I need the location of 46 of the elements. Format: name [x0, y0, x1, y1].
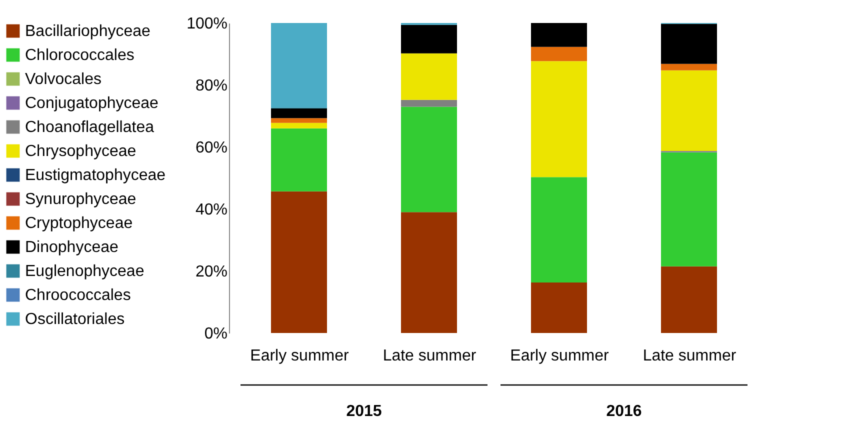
bar: [661, 266, 717, 333]
bar: [531, 61, 587, 178]
y-tick-label: 0%: [204, 326, 228, 342]
bar: [531, 23, 587, 47]
bar: [661, 152, 717, 266]
bar: [401, 100, 457, 107]
legend-label: Chroococcales: [25, 287, 131, 304]
text: 2016: [606, 403, 642, 420]
legend-label: Chlorococcales: [25, 47, 134, 64]
bar: [531, 46, 587, 62]
bar: [661, 70, 717, 152]
y-tick-label: 80%: [195, 78, 228, 94]
legend-label: Volvocales: [25, 71, 102, 88]
y-tick-label: 100%: [186, 16, 228, 32]
legend-label: Choanoflagellatea: [25, 119, 154, 136]
legend-label: Eustigmatophyceae: [25, 167, 166, 184]
bar: [531, 282, 587, 333]
y-tick-label: 20%: [195, 264, 228, 280]
bar: [271, 108, 327, 118]
bar: [531, 177, 587, 282]
bar: [271, 128, 327, 192]
y-tick-label: 60%: [195, 140, 228, 156]
bar: [661, 64, 717, 70]
x-tick-label: Late summer: [642, 348, 737, 364]
legend-label: Conjugatophyceae: [25, 95, 159, 112]
bar: [271, 118, 327, 123]
bar: [271, 191, 327, 333]
legend-label: Euglenophyceae: [25, 263, 144, 280]
legend-label: Oscillatoriales: [25, 311, 125, 328]
x-tick-label: Late summer: [382, 348, 477, 364]
bar: [401, 24, 457, 54]
bar: [661, 24, 717, 64]
bar: [271, 23, 327, 108]
bar: [401, 53, 457, 100]
legend-label: Bacillariophyceae: [25, 23, 151, 40]
x-tick-label: Early summer: [510, 348, 610, 364]
text: 2015: [346, 403, 382, 420]
legend-label: Synurophyceae: [25, 191, 136, 208]
legend-label: Dinophyceae: [25, 239, 118, 256]
bar: [401, 106, 457, 212]
x-tick-label: Early summer: [250, 348, 350, 364]
legend-label: Chrysophyceae: [25, 143, 136, 160]
bar: [401, 212, 457, 333]
bar: [271, 122, 327, 128]
y-tick-label: 40%: [195, 202, 228, 218]
legend-label: Cryptophyceae: [25, 215, 133, 232]
